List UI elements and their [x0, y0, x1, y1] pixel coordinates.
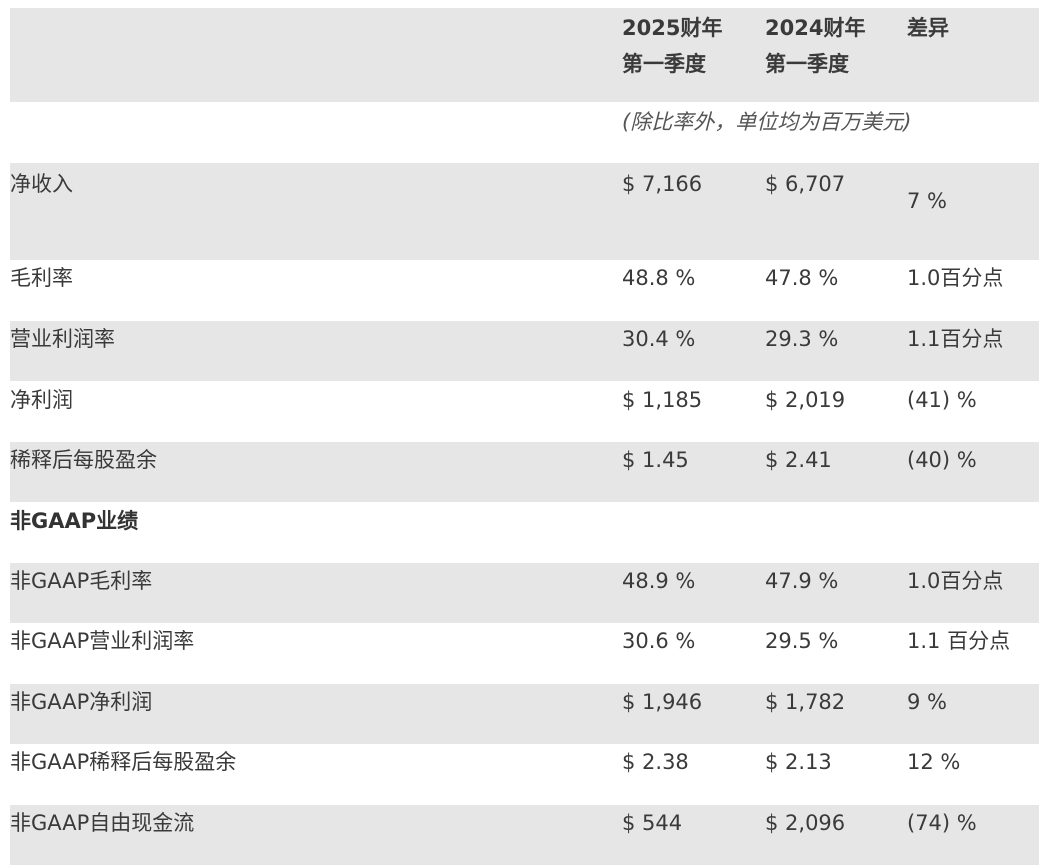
row-label: 非GAAP净利润 — [10, 690, 153, 714]
header-difference: 差异 — [907, 16, 949, 40]
row-difference-value: (74) % — [907, 811, 977, 835]
section-title: 非GAAP业绩 — [10, 509, 139, 533]
row-fy2024-value: $ 2,019 — [765, 388, 846, 412]
row-label: 净利润 — [10, 388, 73, 412]
row-fy2024-value: $ 2.13 — [765, 750, 832, 774]
row-fy2025-value: $ 1,946 — [622, 690, 703, 714]
row-difference-value: 1.1 百分点 — [907, 629, 1011, 653]
header-fy2025-q1: 2025财年 第一季度 — [622, 10, 722, 82]
row-difference-value: (40) % — [907, 448, 977, 472]
row-fy2025-value: $ 1.45 — [622, 448, 689, 472]
row-fy2024-value: 29.3 % — [765, 327, 839, 351]
row-fy2024-value: $ 1,782 — [765, 690, 846, 714]
row-fy2024-value: 29.5 % — [765, 629, 839, 653]
table-row: 净收入 $ 7,166 $ 6,707 7 % — [10, 163, 1039, 260]
table-row: 毛利率 48.8 % 47.8 % 1.0百分点 — [10, 260, 1039, 321]
unit-note: (除比率外，单位均为百万美元) — [622, 110, 912, 134]
row-difference-value: 9 % — [907, 690, 947, 714]
row-fy2025-value: 30.6 % — [622, 629, 696, 653]
table-row: 非GAAP毛利率 48.9 % 47.9 % 1.0百分点 — [10, 563, 1039, 623]
table-row: 稀释后每股盈余 $ 1.45 $ 2.41 (40) % — [10, 442, 1039, 502]
row-label: 非GAAP毛利率 — [10, 569, 153, 593]
table-row: 非GAAP营业利润率 30.6 % 29.5 % 1.1 百分点 — [10, 623, 1039, 684]
table-header-row: 2025财年 第一季度 2024财年 第一季度 差异 — [10, 8, 1039, 102]
table-row: 非GAAP净利润 $ 1,946 $ 1,782 9 % — [10, 684, 1039, 744]
unit-note-row: (除比率外，单位均为百万美元) — [10, 102, 1039, 163]
row-fy2024-value: $ 2.41 — [765, 448, 832, 472]
row-label: 非GAAP自由现金流 — [10, 811, 195, 835]
row-difference-value: 1.0百分点 — [907, 569, 1004, 593]
table-row: 净利润 $ 1,185 $ 2,019 (41) % — [10, 381, 1039, 442]
row-fy2024-value: 47.8 % — [765, 266, 839, 290]
row-difference-value: 7 % — [907, 189, 947, 213]
header-fy2025-line1: 2025财年 — [622, 16, 723, 40]
row-fy2024-value: $ 6,707 — [765, 172, 846, 196]
row-fy2025-value: 30.4 % — [622, 327, 696, 351]
header-fy2024-q1: 2024财年 第一季度 — [765, 10, 865, 82]
row-label: 营业利润率 — [10, 327, 115, 351]
row-fy2024-value: 47.9 % — [765, 569, 839, 593]
row-fy2025-value: $ 2.38 — [622, 750, 689, 774]
row-fy2025-value: $ 1,185 — [622, 388, 703, 412]
row-label: 稀释后每股盈余 — [10, 448, 157, 472]
header-fy2024-line2: 第一季度 — [765, 52, 849, 76]
row-fy2025-value: 48.8 % — [622, 266, 696, 290]
section-header-row: 非GAAP业绩 — [10, 502, 1039, 563]
row-fy2025-value: $ 544 — [622, 811, 683, 835]
header-fy2024-line1: 2024财年 — [765, 16, 866, 40]
table-row: 非GAAP稀释后每股盈余 $ 2.38 $ 2.13 12 % — [10, 744, 1039, 805]
row-label: 毛利率 — [10, 266, 73, 290]
row-fy2025-value: $ 7,166 — [622, 172, 703, 196]
table-row: 非GAAP自由现金流 $ 544 $ 2,096 (74) % — [10, 805, 1039, 865]
row-difference-value: 12 % — [907, 750, 961, 774]
row-difference-value: (41) % — [907, 388, 977, 412]
row-label: 净收入 — [10, 172, 73, 196]
row-fy2024-value: $ 2,096 — [765, 811, 846, 835]
row-label: 非GAAP稀释后每股盈余 — [10, 750, 237, 774]
row-label: 非GAAP营业利润率 — [10, 629, 195, 653]
row-difference-value: 1.0百分点 — [907, 266, 1004, 290]
header-fy2025-line2: 第一季度 — [622, 52, 706, 76]
row-fy2025-value: 48.9 % — [622, 569, 696, 593]
row-difference-value: 1.1百分点 — [907, 327, 1004, 351]
table-row: 营业利润率 30.4 % 29.3 % 1.1百分点 — [10, 321, 1039, 381]
